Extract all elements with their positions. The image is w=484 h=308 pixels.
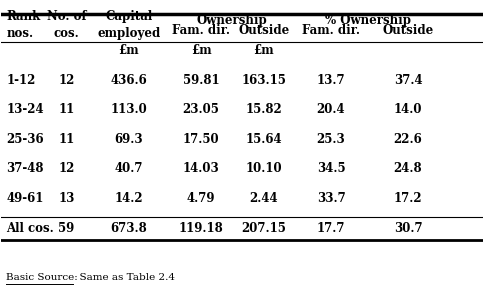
Text: 15.82: 15.82 (245, 103, 282, 116)
Text: 113.0: 113.0 (110, 103, 147, 116)
Text: 14.0: 14.0 (394, 103, 422, 116)
Text: 25.3: 25.3 (317, 133, 346, 146)
Text: 4.79: 4.79 (187, 192, 215, 205)
Text: 1-12: 1-12 (6, 74, 36, 87)
Text: Ownership: Ownership (196, 14, 267, 27)
Text: 49-61: 49-61 (6, 192, 44, 205)
Text: 12: 12 (58, 74, 75, 87)
Text: Basic Source:: Basic Source: (6, 273, 78, 282)
Text: 69.3: 69.3 (115, 133, 143, 146)
Text: Fam. dir.: Fam. dir. (302, 24, 360, 37)
Text: 11: 11 (58, 103, 75, 116)
Text: 30.7: 30.7 (393, 222, 423, 235)
Text: 20.4: 20.4 (317, 103, 346, 116)
Text: 2.44: 2.44 (249, 192, 278, 205)
Text: 25-36: 25-36 (6, 133, 44, 146)
Text: 163.15: 163.15 (241, 74, 286, 87)
Text: 59: 59 (58, 222, 75, 235)
Text: 34.5: 34.5 (317, 162, 346, 176)
Text: 207.15: 207.15 (241, 222, 286, 235)
Text: 12: 12 (58, 162, 75, 176)
Text: 22.6: 22.6 (393, 133, 423, 146)
Text: 119.18: 119.18 (179, 222, 224, 235)
Text: 33.7: 33.7 (317, 192, 346, 205)
Text: 17.50: 17.50 (183, 133, 219, 146)
Text: 436.6: 436.6 (110, 74, 147, 87)
Text: 13.7: 13.7 (317, 74, 346, 87)
Text: 14.03: 14.03 (183, 162, 219, 176)
Text: 59.81: 59.81 (183, 74, 219, 87)
Text: 37-48: 37-48 (6, 162, 44, 176)
Text: 11: 11 (58, 133, 75, 146)
Text: No. of
cos.: No. of cos. (46, 10, 86, 40)
Text: Rank
nos.: Rank nos. (6, 10, 41, 40)
Text: Outside: Outside (238, 24, 289, 37)
Text: £m: £m (191, 44, 212, 57)
Text: £m: £m (253, 44, 274, 57)
Text: 37.4: 37.4 (393, 74, 423, 87)
Text: £m: £m (119, 44, 139, 57)
Text: 40.7: 40.7 (115, 162, 143, 176)
Text: 17.2: 17.2 (393, 192, 423, 205)
Text: Fam. dir.: Fam. dir. (172, 24, 230, 37)
Text: Outside: Outside (382, 24, 434, 37)
Text: % Ownership: % Ownership (325, 14, 411, 27)
Text: 14.2: 14.2 (115, 192, 143, 205)
Text: 17.7: 17.7 (317, 222, 345, 235)
Text: 24.8: 24.8 (393, 162, 423, 176)
Text: 10.10: 10.10 (245, 162, 282, 176)
Text: Capital
employed: Capital employed (97, 10, 161, 40)
Text: 15.64: 15.64 (245, 133, 282, 146)
Text: 673.8: 673.8 (110, 222, 147, 235)
Text: 23.05: 23.05 (182, 103, 220, 116)
Text: 13-24: 13-24 (6, 103, 44, 116)
Text: 13: 13 (58, 192, 75, 205)
Text: All cos.: All cos. (6, 222, 54, 235)
Text: Same as Table 2.4: Same as Table 2.4 (73, 273, 175, 282)
